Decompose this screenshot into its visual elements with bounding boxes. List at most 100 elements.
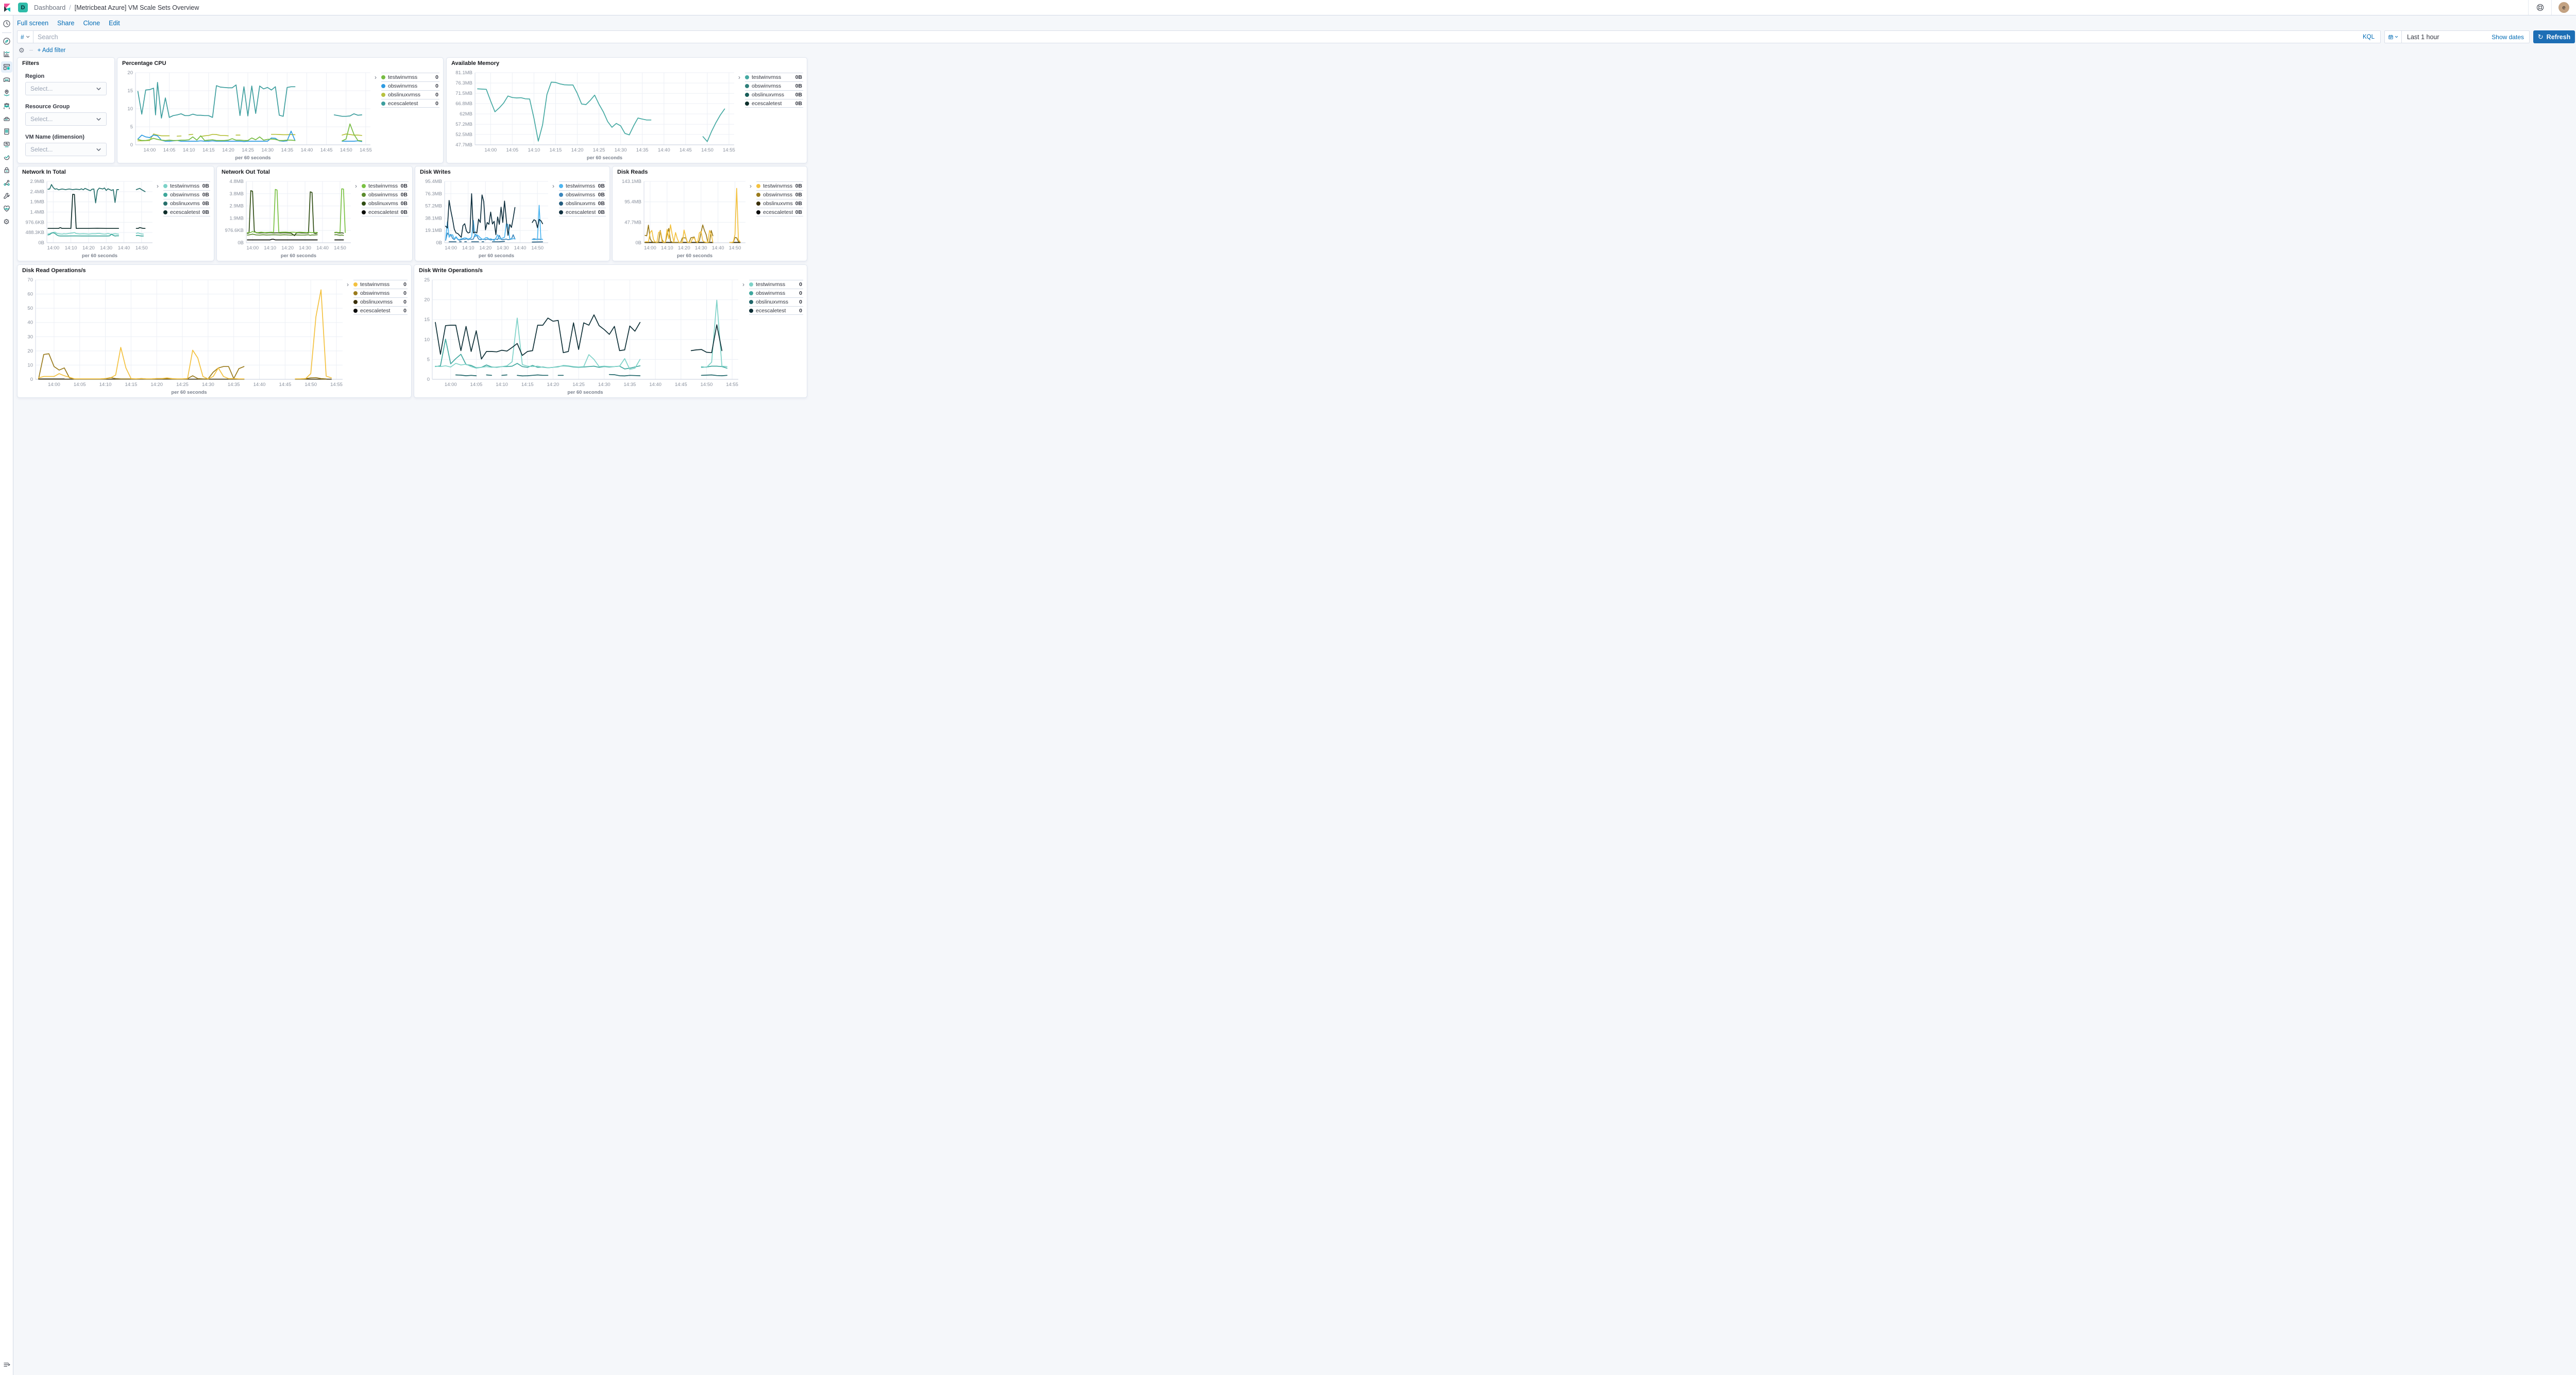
search-input[interactable] [33, 33, 2357, 41]
sidebar-item-apm[interactable] [1, 139, 12, 150]
resource-group-select[interactable]: Select... [25, 112, 107, 126]
series-label: obslinuxvmss [170, 200, 200, 207]
sidebar-item-dashboard[interactable] [1, 61, 12, 73]
legend-item-obslinuxvmss[interactable]: obslinuxvmss 0B [362, 199, 409, 208]
legend-collapse-icon[interactable]: › [375, 74, 377, 81]
legend-item-obswinvmss[interactable]: obswinvmss 0B [163, 190, 210, 199]
clone-link[interactable]: Clone [83, 20, 100, 27]
legend-collapse-icon[interactable]: › [742, 281, 744, 288]
sidebar-collapse-toggle[interactable] [1, 1359, 12, 1370]
svg-text:40: 40 [27, 320, 33, 326]
svg-text:14:40: 14:40 [649, 382, 662, 388]
share-link[interactable]: Share [57, 20, 75, 27]
breadcrumb-dashboard[interactable]: Dashboard [34, 4, 66, 11]
legend-collapse-icon[interactable]: › [750, 182, 752, 190]
sidebar-item-uptime[interactable] [1, 152, 12, 163]
show-dates-button[interactable]: Show dates [2492, 33, 2524, 41]
edit-link[interactable]: Edit [109, 20, 120, 27]
full-screen-link[interactable]: Full screen [17, 20, 49, 27]
legend-collapse-icon[interactable]: › [157, 182, 159, 190]
sidebar-item-visualize[interactable] [1, 48, 12, 60]
disk-read-operations-chart[interactable]: 14:00 14:05 14:10 14:15 14:20 14:25 14:30 14:35… [20, 276, 346, 396]
legend-item-obslinuxvmss[interactable]: obslinuxvmss 0 [353, 297, 408, 306]
vm-name-select[interactable]: Select... [25, 143, 107, 156]
legend-item-obslinuxvmss[interactable]: obslinuxvmss 0B [745, 90, 803, 99]
legend-item-testwinvmss[interactable]: testwinvmss 0 [381, 73, 439, 81]
disk-write-operations-chart[interactable]: 14:00 14:05 14:10 14:15 14:20 14:25 14:30 14:35… [417, 276, 741, 396]
kibana-logo-icon[interactable] [0, 3, 14, 12]
legend-item-obslinuxvmss[interactable]: obslinuxvmss 0B [756, 199, 803, 208]
filter-set-button[interactable]: # [18, 31, 33, 43]
legend-item-testwinvmss[interactable]: testwinvmss 0B [745, 73, 803, 81]
user-avatar[interactable]: e [2558, 2, 2569, 13]
sidebar-item-discover[interactable] [1, 36, 12, 47]
legend-item-obswinvmss[interactable]: obswinvmss 0B [559, 190, 606, 199]
sidebar-item-management[interactable]: ⚙ [1, 216, 12, 227]
legend-item-obslinuxvmss[interactable]: obslinuxvmss 0B [163, 199, 210, 208]
filter-bar-divider [29, 50, 33, 51]
legend-item-ecescaletest[interactable]: ecescaletest 0B [756, 208, 803, 216]
legend-collapse-icon[interactable]: › [347, 281, 349, 288]
legend-item-ecescaletest[interactable]: ecescaletest 0 [381, 99, 439, 108]
legend-item-testwinvmss[interactable]: testwinvmss 0B [362, 181, 409, 190]
legend-item-obswinvmss[interactable]: obswinvmss 0 [381, 81, 439, 90]
svg-text:per 60 seconds: per 60 seconds [567, 390, 603, 395]
add-filter-button[interactable]: + Add filter [37, 47, 66, 54]
legend-collapse-icon[interactable]: › [355, 182, 357, 190]
percentage-cpu-chart[interactable]: 14:00 14:05 14:10 14:15 14:20 14:25 14:30 14:35… [120, 69, 374, 161]
series-label: ecescaletest [566, 209, 596, 215]
sidebar-item-siem[interactable] [1, 164, 12, 176]
sidebar-item-graph[interactable] [1, 177, 12, 189]
sidebar-item-dev-tools[interactable] [1, 190, 12, 202]
legend-item-testwinvmss[interactable]: testwinvmss 0 [353, 280, 408, 289]
legend-item-obswinvmss[interactable]: obswinvmss 0 [353, 289, 408, 297]
query-language-button[interactable]: KQL [2362, 33, 2375, 40]
legend-item-ecescaletest[interactable]: ecescaletest 0B [163, 208, 210, 216]
svg-text:0B: 0B [238, 240, 244, 246]
legend-item-obslinuxvmss[interactable]: obslinuxvmss 0B [559, 199, 606, 208]
legend-item-ecescaletest[interactable]: ecescaletest 0 [749, 306, 803, 315]
map-pin-icon [4, 90, 9, 96]
legend-item-ecescaletest[interactable]: ecescaletest 0B [559, 208, 606, 216]
sidebar-item-stack-monitoring[interactable] [1, 203, 12, 214]
space-avatar[interactable]: D [18, 3, 28, 12]
sidebar-item-maps[interactable] [1, 87, 12, 98]
svg-text:14:35: 14:35 [228, 382, 240, 388]
region-select[interactable]: Select... [25, 82, 107, 95]
legend-item-ecescaletest[interactable]: ecescaletest 0 [353, 306, 408, 315]
series-value: 0B [202, 183, 209, 189]
available-memory-chart[interactable]: 14:00 14:05 14:10 14:15 14:20 14:25 14:30 14:35… [449, 69, 737, 161]
legend-item-obslinuxvmss[interactable]: obslinuxvmss 0 [749, 297, 803, 306]
legend-item-obswinvmss[interactable]: obswinvmss 0B [362, 190, 409, 199]
sidebar-item-recently-viewed[interactable] [1, 18, 12, 29]
legend-item-obswinvmss[interactable]: obswinvmss 0B [745, 81, 803, 90]
legend-collapse-icon[interactable]: › [738, 74, 740, 81]
sidebar-item-logs[interactable] [1, 126, 12, 137]
legend-item-testwinvmss[interactable]: testwinvmss 0 [749, 280, 803, 289]
sidebar-item-metrics[interactable] [1, 113, 12, 124]
svg-text:30: 30 [27, 334, 33, 340]
network-in-total-chart[interactable]: 14:00 14:10 14:20 14:30 14:40 14:50 0B 488.3KB 9… [20, 177, 156, 259]
legend-collapse-icon[interactable]: › [552, 182, 554, 190]
disk-reads-chart[interactable]: 14:00 14:10 14:20 14:30 14:40 14:50 0B 47.7MB 95… [615, 177, 749, 259]
sidebar-item-canvas[interactable] [1, 74, 12, 86]
calendar-button[interactable] [2385, 31, 2402, 43]
sidebar-item-machine-learning[interactable] [1, 100, 12, 111]
legend-item-obswinvmss[interactable]: obswinvmss 0B [756, 190, 803, 199]
legend-item-testwinvmss[interactable]: testwinvmss 0B [163, 181, 210, 190]
help-button[interactable] [2529, 0, 2551, 15]
time-range-value[interactable]: Last 1 hour [2407, 33, 2439, 41]
disk-writes-chart[interactable]: 14:00 14:10 14:20 14:30 14:40 14:50 0B 19.1MB 38… [418, 177, 551, 259]
legend-item-testwinvmss[interactable]: testwinvmss 0B [756, 181, 803, 190]
filter-options-gear-icon[interactable]: ⚙ [19, 46, 25, 54]
series-color-dot [559, 184, 563, 188]
legend-item-ecescaletest[interactable]: ecescaletest 0B [362, 208, 409, 216]
legend-item-ecescaletest[interactable]: ecescaletest 0B [745, 99, 803, 108]
legend-item-obslinuxvmss[interactable]: obslinuxvmss 0 [381, 90, 439, 99]
network-out-total-chart[interactable]: 14:00 14:10 14:20 14:30 14:40 14:50 0B 976.6KB 1… [219, 177, 354, 259]
legend-item-testwinvmss[interactable]: testwinvmss 0B [559, 181, 606, 190]
svg-text:14:45: 14:45 [675, 382, 687, 388]
refresh-button[interactable]: ↻ Refresh [2533, 30, 2575, 43]
legend-item-obswinvmss[interactable]: obswinvmss 0 [749, 289, 803, 297]
series-value: 0B [795, 100, 802, 107]
